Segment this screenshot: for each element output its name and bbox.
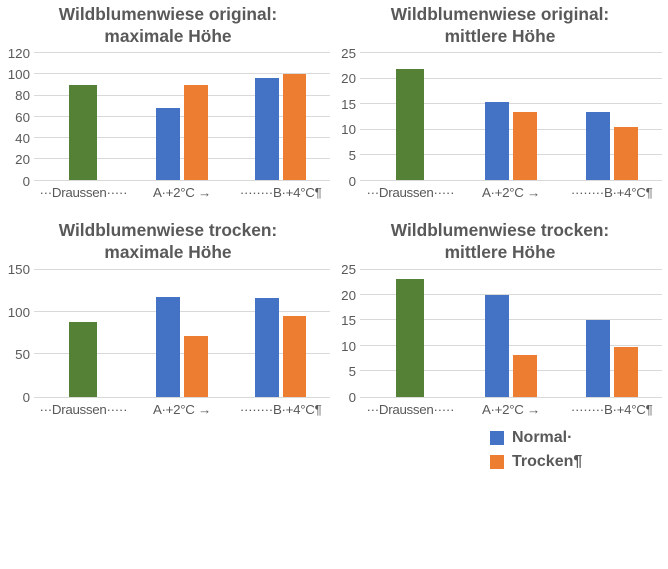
y-axis: 150100500 <box>6 270 34 398</box>
x-label: ········B·+4°C¶ <box>561 402 662 417</box>
plot-area <box>360 53 662 181</box>
bar <box>156 297 180 397</box>
bar-group <box>34 53 133 180</box>
bar <box>69 85 97 180</box>
legend-item-normal: Normal· <box>490 429 572 447</box>
chart-title-line1: Wildblumenwiese trocken: <box>59 220 277 240</box>
bar-group <box>360 270 461 397</box>
bar <box>283 316 307 396</box>
bar-group <box>360 53 461 180</box>
bar-group <box>231 270 330 397</box>
x-axis: ···Draussen·····A·+2°C →········B·+4°C¶ <box>338 185 662 200</box>
bar <box>156 108 180 180</box>
chart-title-line2: mittlere Höhe <box>445 26 556 46</box>
y-axis: 2520151050 <box>338 53 360 181</box>
bar <box>513 355 537 397</box>
plot-area <box>34 270 330 398</box>
x-label: A·+2°C → <box>133 402 232 417</box>
bar <box>586 320 610 396</box>
x-label: ···Draussen····· <box>34 185 133 200</box>
chart-title: Wildblumenwiese original: maximale Höhe <box>6 4 330 47</box>
bar-group <box>461 53 562 180</box>
x-label: A·+2°C → <box>133 185 232 200</box>
bar-group <box>133 270 232 397</box>
bars-layer <box>34 53 330 180</box>
x-labels: ···Draussen·····A·+2°C →········B·+4°C¶ <box>360 402 662 417</box>
bar-group <box>461 270 562 397</box>
plot-area <box>360 270 662 398</box>
bar <box>255 78 279 181</box>
bar <box>396 279 424 397</box>
chart-grid: Wildblumenwiese original: maximale Höhe … <box>0 0 668 417</box>
plot-wrap: 2520151050 <box>338 53 662 181</box>
x-label: ········B·+4°C¶ <box>231 185 330 200</box>
legend-label: Normal· <box>512 429 572 447</box>
bar <box>184 85 208 180</box>
plot-wrap: 150100500 <box>6 270 330 398</box>
chart-panel-c3: Wildblumenwiese trocken: maximale Höhe 1… <box>6 220 330 416</box>
chart-title-line2: maximale Höhe <box>104 26 231 46</box>
bar <box>485 102 509 180</box>
y-axis: 120100806040200 <box>6 53 34 181</box>
y-axis: 2520151050 <box>338 270 360 398</box>
bars-layer <box>34 270 330 397</box>
x-label: ········B·+4°C¶ <box>231 402 330 417</box>
bar <box>485 295 509 397</box>
bar <box>513 112 537 181</box>
plot-wrap: 2520151050 <box>338 270 662 398</box>
bar <box>614 347 638 396</box>
x-axis: ···Draussen·····A·+2°C →········B·+4°C¶ <box>6 402 330 417</box>
chart-title-line1: Wildblumenwiese original: <box>59 4 277 24</box>
bar <box>586 112 610 181</box>
bar <box>184 336 208 397</box>
chart-title-line1: Wildblumenwiese original: <box>391 4 609 24</box>
x-label: ···Draussen····· <box>360 185 461 200</box>
chart-panel-c1: Wildblumenwiese original: maximale Höhe … <box>6 4 330 200</box>
bar-group <box>133 53 232 180</box>
chart-title-line2: mittlere Höhe <box>445 242 556 262</box>
x-label: ········B·+4°C¶ <box>561 185 662 200</box>
x-labels: ···Draussen·····A·+2°C →········B·+4°C¶ <box>34 185 330 200</box>
bar-group <box>561 270 662 397</box>
x-labels: ···Draussen·····A·+2°C →········B·+4°C¶ <box>34 402 330 417</box>
bars-layer <box>360 270 662 397</box>
legend: Normal· Trocken¶ <box>0 429 668 471</box>
bar-group <box>34 270 133 397</box>
chart-panel-c2: Wildblumenwiese original: mittlere Höhe … <box>338 4 662 200</box>
chart-panel-c4: Wildblumenwiese trocken: mittlere Höhe 2… <box>338 220 662 416</box>
bar <box>255 298 279 396</box>
bar <box>283 74 307 180</box>
bar <box>69 322 97 397</box>
legend-swatch <box>490 431 504 445</box>
x-axis: ···Draussen·····A·+2°C →········B·+4°C¶ <box>338 402 662 417</box>
x-labels: ···Draussen·····A·+2°C →········B·+4°C¶ <box>360 185 662 200</box>
x-label: ···Draussen····· <box>360 402 461 417</box>
bar-group <box>231 53 330 180</box>
chart-title: Wildblumenwiese trocken: mittlere Höhe <box>338 220 662 263</box>
plot-wrap: 120100806040200 <box>6 53 330 181</box>
x-axis: ···Draussen·····A·+2°C →········B·+4°C¶ <box>6 185 330 200</box>
bars-layer <box>360 53 662 180</box>
plot-area <box>34 53 330 181</box>
x-label: A·+2°C → <box>461 185 562 200</box>
bar <box>396 69 424 181</box>
legend-label: Trocken¶ <box>512 453 582 471</box>
chart-title: Wildblumenwiese original: mittlere Höhe <box>338 4 662 47</box>
chart-title: Wildblumenwiese trocken: maximale Höhe <box>6 220 330 263</box>
x-label: ···Draussen····· <box>34 402 133 417</box>
legend-item-trocken: Trocken¶ <box>490 453 582 471</box>
x-label: A·+2°C → <box>461 402 562 417</box>
bar-group <box>561 53 662 180</box>
legend-swatch <box>490 455 504 469</box>
bar <box>614 127 638 180</box>
chart-title-line1: Wildblumenwiese trocken: <box>391 220 609 240</box>
chart-title-line2: maximale Höhe <box>104 242 231 262</box>
